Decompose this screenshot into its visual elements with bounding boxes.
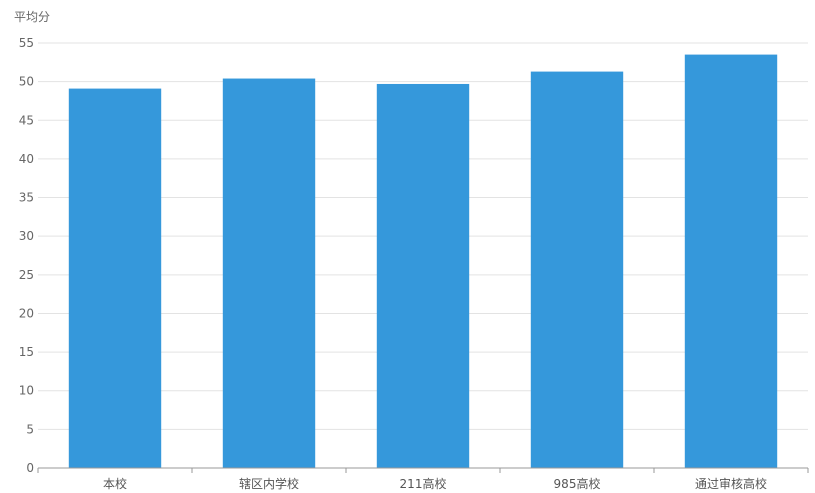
bar[interactable] — [68, 88, 162, 468]
y-tick-label: 0 — [26, 461, 34, 475]
category-label: 211高校 — [400, 476, 447, 491]
bar[interactable] — [684, 54, 778, 468]
y-tick-label: 35 — [19, 191, 34, 205]
bars — [68, 54, 778, 469]
bar[interactable] — [376, 83, 470, 469]
category-label: 通过审核高校 — [695, 476, 767, 491]
bar[interactable] — [530, 71, 624, 468]
category-label: 985高校 — [554, 476, 601, 491]
y-tick-label: 30 — [19, 229, 34, 243]
y-tick-label: 45 — [19, 113, 34, 127]
y-tick-label: 20 — [19, 306, 34, 320]
y-tick-label: 5 — [26, 422, 34, 436]
y-tick-label: 50 — [19, 75, 34, 89]
bar[interactable] — [222, 78, 316, 468]
category-label: 本校 — [103, 476, 127, 491]
y-tick-label: 55 — [19, 36, 34, 50]
category-labels: 本校 辖区内学校 211高校 985高校 通过审核高校 — [103, 476, 767, 491]
y-tick-label: 15 — [19, 345, 34, 359]
y-tick-labels: 0 5 10 15 20 25 30 35 40 45 50 55 — [19, 36, 34, 475]
y-tick-label: 40 — [19, 152, 34, 166]
y-axis-label: 平均分 — [14, 10, 50, 24]
category-label: 辖区内学校 — [239, 476, 299, 491]
y-tick-label: 10 — [19, 384, 34, 398]
y-tick-label: 25 — [19, 268, 34, 282]
x-tick-marks — [37, 468, 809, 473]
